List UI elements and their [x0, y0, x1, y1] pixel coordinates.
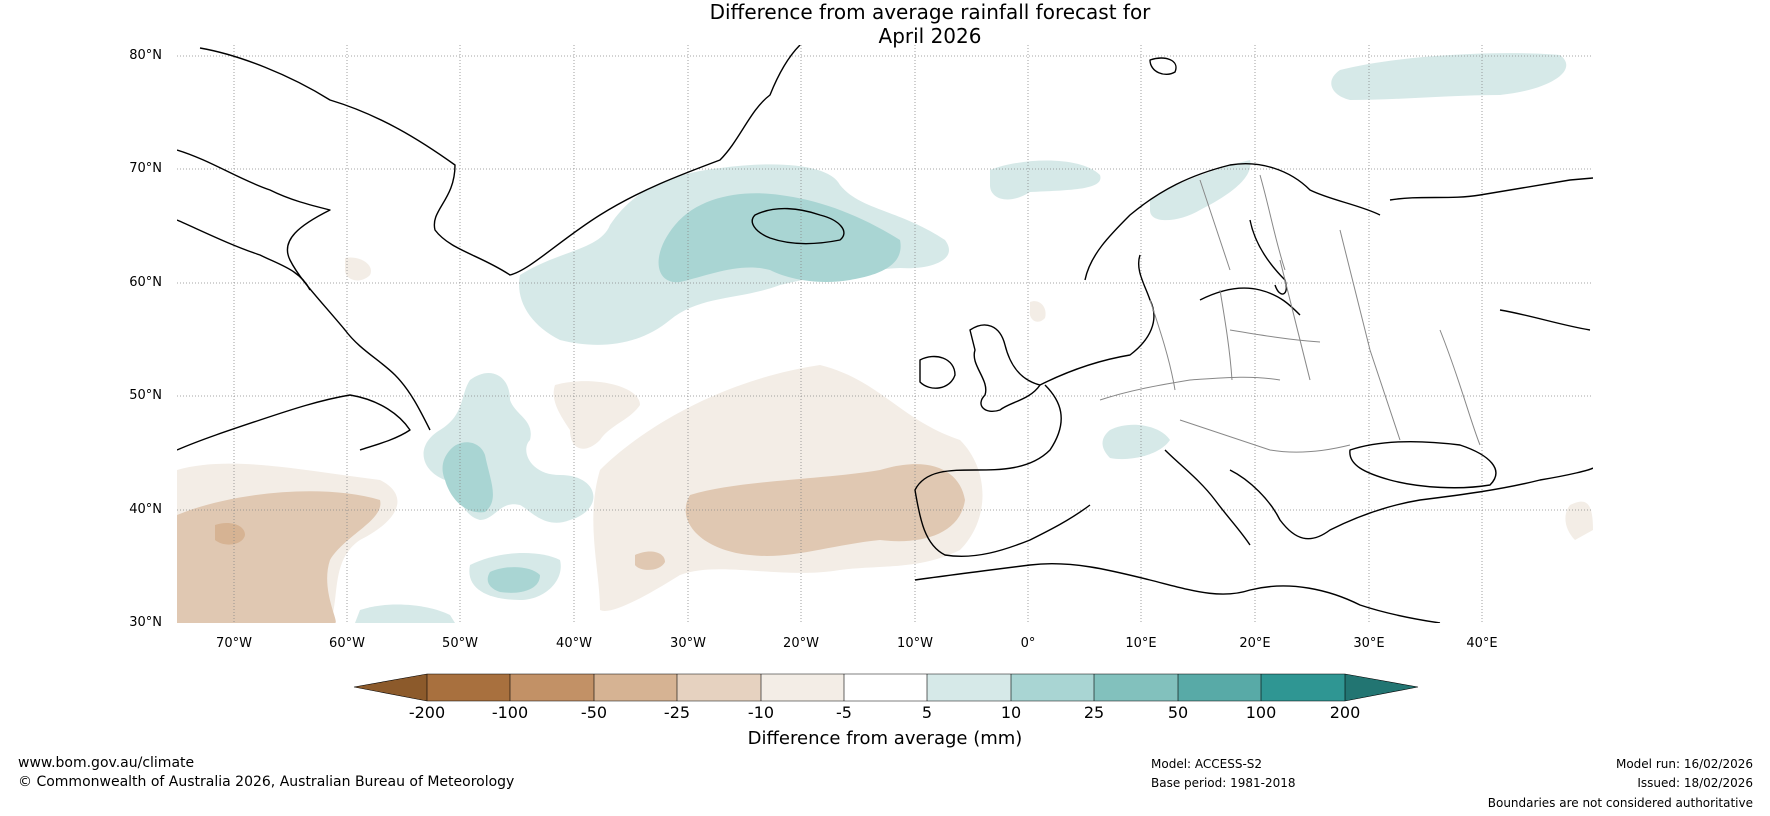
lat-label: 50°N: [129, 388, 162, 403]
colorbar-segment: [1011, 674, 1094, 701]
colorbar-tick: -25: [663, 703, 691, 722]
colorbar-tick: -5: [836, 703, 852, 722]
colorbar-tick: -100: [491, 703, 529, 722]
wet-anomaly-region: [1150, 160, 1251, 221]
colorbar-segment: [354, 674, 427, 701]
colorbar-tick: 5: [921, 703, 933, 722]
colorbar-tick: 25: [1083, 703, 1105, 722]
copyright-text: © Commonwealth of Australia 2026, Austra…: [18, 774, 515, 790]
colorbar-tick: 200: [1329, 703, 1361, 722]
model-run-date: Model run: 16/02/2026: [1615, 757, 1753, 771]
colorbar-segment: [510, 674, 594, 701]
wet-anomaly-region: [1102, 424, 1170, 460]
colorbar-segment: [427, 674, 510, 701]
lat-label: 40°N: [129, 502, 162, 517]
wet-anomaly-region: [355, 604, 455, 623]
dry-anomaly-region: [215, 523, 245, 545]
colorbar-tick: -200: [408, 703, 446, 722]
colorbar-tick: -50: [580, 703, 608, 722]
colorbar-segment: [677, 674, 761, 701]
colorbar-tick: 50: [1167, 703, 1189, 722]
dry-anomaly-region: [1565, 501, 1593, 540]
wet-anomaly-region: [658, 193, 901, 283]
website-link[interactable]: www.bom.gov.au/climate: [18, 755, 195, 771]
colorbar-segment: [1094, 674, 1178, 701]
base-period: Base period: 1981-2018: [1151, 776, 1296, 790]
lon-label: 0°: [1020, 636, 1036, 651]
lon-label: 70°W: [216, 636, 252, 651]
colorbar-segment: [594, 674, 677, 701]
lon-label: 50°W: [442, 636, 478, 651]
lat-label: 30°N: [129, 615, 162, 630]
lon-label: 40°W: [556, 636, 592, 651]
graticule: [177, 45, 1593, 623]
colorbar-tick: 100: [1245, 703, 1277, 722]
colorbar-tick: 10: [1000, 703, 1022, 722]
dry-anomaly-region: [345, 257, 371, 281]
lon-label: 10°E: [1125, 636, 1157, 651]
lon-label: 30°E: [1353, 636, 1385, 651]
colorbar-segment: [844, 674, 927, 701]
lon-label: 10°W: [897, 636, 933, 651]
colorbar-segment: [927, 674, 1011, 701]
disclaimer: Boundaries are not considered authoritat…: [1487, 796, 1753, 810]
lon-label: 20°E: [1239, 636, 1271, 651]
colorbar-segment: [1261, 674, 1345, 701]
colorbar-segment: [761, 674, 844, 701]
lon-label: 20°W: [783, 636, 819, 651]
lon-label: 40°E: [1466, 636, 1498, 651]
lat-label: 80°N: [129, 48, 162, 63]
colorbar-segment: [1345, 674, 1418, 701]
title-line-1: Difference from average rainfall forecas…: [709, 0, 1151, 24]
country-borders: [1099, 174, 1481, 453]
title-line-2: April 2026: [878, 24, 982, 48]
model-name: Model: ACCESS-S2: [1151, 757, 1263, 771]
colorbar-tick: -10: [747, 703, 775, 722]
wet-anomaly-region: [990, 160, 1101, 200]
lon-label: 30°W: [670, 636, 706, 651]
dry-anomaly-region: [1029, 301, 1046, 322]
wet-anomaly-region: [1331, 53, 1567, 100]
lat-label: 70°N: [129, 161, 162, 176]
wet-anomaly-region: [487, 567, 540, 593]
lat-label: 60°N: [129, 275, 162, 290]
colorbar-segment: [1178, 674, 1261, 701]
dry-anomaly-region: [635, 551, 665, 570]
colorbar-label: Difference from average (mm): [747, 728, 1023, 749]
issued-date: Issued: 18/02/2026: [1637, 776, 1753, 790]
wet-anomaly-region: [442, 442, 493, 513]
chart-title: Difference from average rainfall forecas…: [0, 0, 1770, 48]
dry-anomaly-region: [553, 381, 640, 449]
lon-label: 60°W: [329, 636, 365, 651]
